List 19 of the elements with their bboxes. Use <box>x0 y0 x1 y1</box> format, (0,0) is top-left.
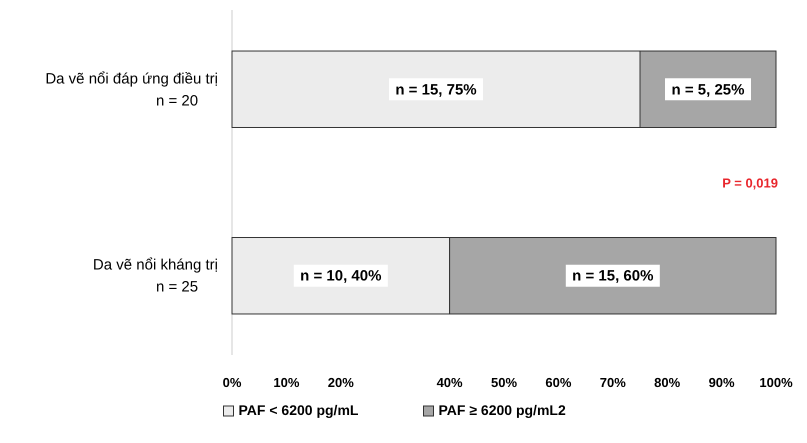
x-tick-label: 70% <box>600 375 626 390</box>
x-tick-label: 10% <box>273 375 300 390</box>
y-tick-label: Da vẽ nổi đáp ứng điều trị n = 20 <box>45 70 218 110</box>
data-label: n = 15, 75% <box>395 81 477 98</box>
x-tick-label: 100% <box>759 375 794 390</box>
annotation: P = 0,019 <box>722 176 778 190</box>
legend-label: PAF < 6200 pg/mL <box>238 402 359 418</box>
data-label: n = 5, 25% <box>672 81 744 98</box>
x-tick-label: 20% <box>328 375 354 390</box>
y-tick-label: Da vẽ nổi kháng trị n = 25 <box>92 256 218 296</box>
x-tick-label: 80% <box>654 375 681 390</box>
legend-label: PAF ≥ 6200 pg/mL2 <box>438 402 566 418</box>
x-tick-label: 90% <box>708 375 736 390</box>
x-tick-label: 40% <box>436 375 464 390</box>
x-tick-label: 50% <box>490 375 518 390</box>
x-tick-label: 0% <box>222 375 242 390</box>
x-tick-label: 60% <box>545 375 572 390</box>
data-label: n = 10, 40% <box>300 268 382 285</box>
data-label: n = 15, 60% <box>572 268 654 285</box>
